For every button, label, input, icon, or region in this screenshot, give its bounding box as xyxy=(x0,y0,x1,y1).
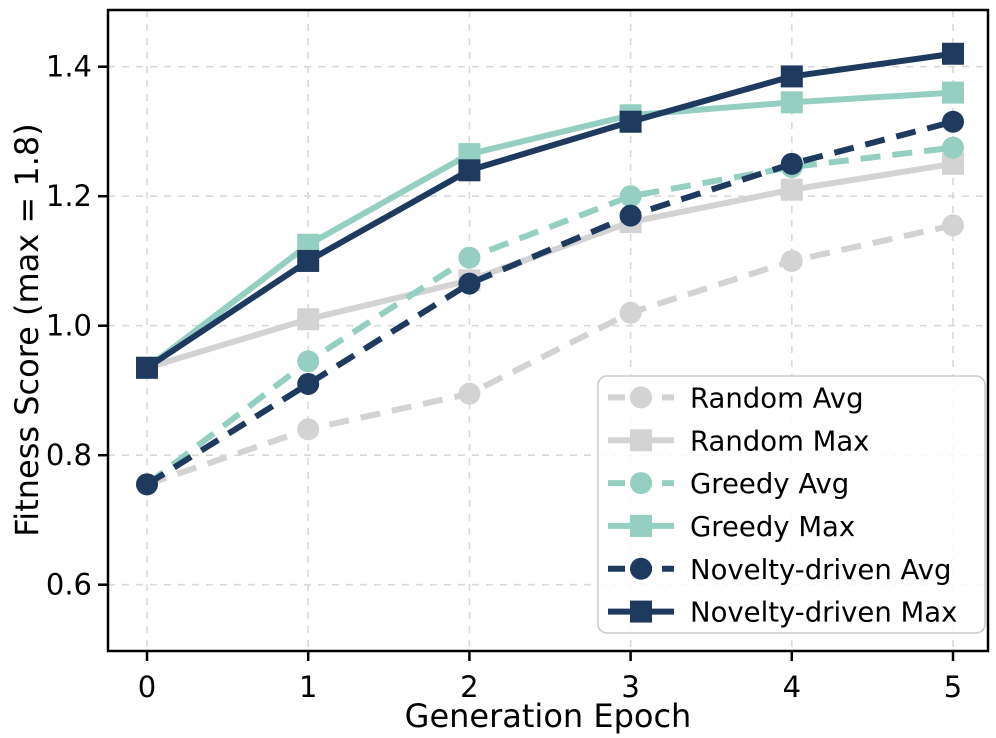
legend-label: Novelty-driven Max xyxy=(690,597,957,629)
legend-square-marker xyxy=(630,600,652,623)
series-novelty-driven-avg xyxy=(136,110,964,496)
data-point-circle-marker xyxy=(458,382,481,405)
data-point-circle-marker xyxy=(458,246,481,269)
data-point-circle-marker xyxy=(942,136,964,159)
data-point-square-marker xyxy=(942,42,964,65)
x-tick-label: 2 xyxy=(460,670,478,704)
y-tick-label: 1.2 xyxy=(46,179,92,213)
legend-circle-marker xyxy=(630,386,652,409)
x-tick-label: 0 xyxy=(138,670,156,704)
data-point-circle-marker xyxy=(136,473,158,496)
data-point-circle-marker xyxy=(780,152,803,175)
y-tick-label: 0.6 xyxy=(46,568,92,602)
legend-frame xyxy=(597,375,986,634)
data-point-circle-marker xyxy=(619,204,642,227)
x-tick-label: 4 xyxy=(783,670,801,704)
series-group xyxy=(136,42,964,496)
y-axis-label: Fitness Score (max = 1.8) xyxy=(8,123,46,537)
x-tick-label: 3 xyxy=(621,670,639,704)
legend-label: Novelty-driven Avg xyxy=(690,554,951,586)
data-point-circle-marker xyxy=(297,418,320,441)
x-tick-label: 5 xyxy=(944,670,962,704)
x-tick-label: 1 xyxy=(299,670,317,704)
legend-item-greedy-max: Greedy Max xyxy=(608,511,855,543)
data-point-circle-marker xyxy=(619,301,642,324)
data-point-square-marker xyxy=(942,81,964,104)
data-point-circle-marker xyxy=(297,372,320,395)
legend-item-random-avg: Random Avg xyxy=(608,382,864,414)
legend-label: Random Max xyxy=(690,425,869,457)
data-point-square-marker xyxy=(297,308,320,331)
series-novelty-driven-max xyxy=(136,42,964,379)
series-line xyxy=(145,144,954,487)
y-tick-label: 1.4 xyxy=(46,50,92,84)
legend-square-marker xyxy=(630,514,652,537)
data-point-square-marker xyxy=(780,91,803,114)
legend: Random Avg Random Max Greedy Avg Greedy Max… xyxy=(597,375,986,634)
legend-label: Greedy Avg xyxy=(690,468,849,500)
legend-item-novelty-driven-max: Novelty-driven Max xyxy=(608,597,957,629)
y-tick-label: 1.0 xyxy=(46,309,92,343)
series-line xyxy=(146,160,954,371)
data-point-circle-marker xyxy=(297,350,320,373)
data-point-circle-marker xyxy=(942,110,964,133)
legend-item-random-max: Random Max xyxy=(608,425,869,457)
legend-label: Random Avg xyxy=(690,382,864,414)
series-random-avg xyxy=(136,214,964,496)
series-line xyxy=(146,222,954,488)
data-point-square-marker xyxy=(297,249,320,272)
legend-label: Greedy Max xyxy=(690,511,855,543)
legend-item-novelty-driven-avg: Novelty-driven Avg xyxy=(608,554,951,586)
series-random-max xyxy=(136,152,964,379)
data-point-square-marker xyxy=(458,159,481,182)
legend-square-marker xyxy=(630,429,652,452)
series-line xyxy=(145,118,954,487)
data-point-square-marker xyxy=(619,110,642,133)
data-point-square-marker xyxy=(136,356,158,379)
legend-circle-marker xyxy=(630,557,652,580)
data-point-circle-marker xyxy=(780,249,803,272)
series-line xyxy=(145,50,954,371)
data-point-circle-marker xyxy=(942,214,964,237)
data-point-square-marker xyxy=(942,152,964,175)
data-point-square-marker xyxy=(780,65,803,88)
legend-item-greedy-avg: Greedy Avg xyxy=(608,468,849,500)
legend-circle-marker xyxy=(630,472,652,495)
series-line xyxy=(145,89,954,371)
plot-spines xyxy=(106,8,990,653)
data-point-circle-marker xyxy=(458,272,481,295)
x-axis-label: Generation Epoch xyxy=(405,697,692,735)
data-point-square-marker xyxy=(780,178,803,201)
data-point-circle-marker xyxy=(619,185,642,208)
y-tick-label: 0.8 xyxy=(46,438,92,472)
axis-ticks: 0 1 2 3 4 5 0.6 0.8 1.0 1.2 1.4 xyxy=(46,50,962,704)
